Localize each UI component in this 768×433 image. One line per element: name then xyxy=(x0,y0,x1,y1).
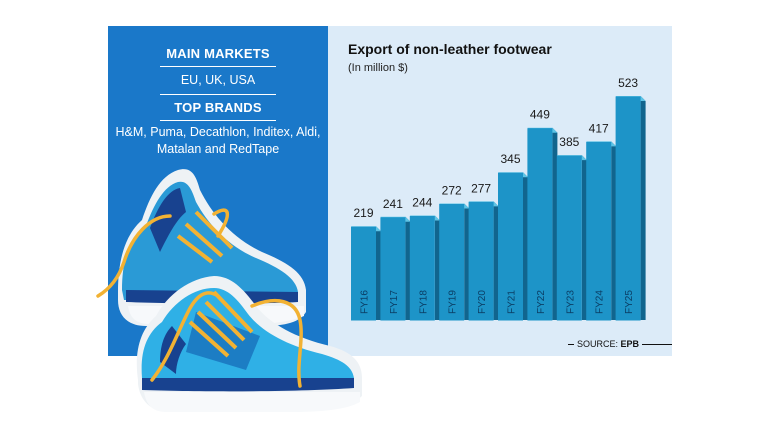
bar xyxy=(556,155,582,321)
divider xyxy=(160,66,276,67)
bar-side xyxy=(464,203,470,320)
bar xyxy=(468,201,494,321)
front-shoe-icon xyxy=(136,276,362,412)
sneakers-illustration xyxy=(96,169,362,412)
bar-value-label: 523 xyxy=(618,76,638,90)
category-label: FY23 xyxy=(565,290,576,314)
bar xyxy=(527,128,553,321)
bar-fy17: 241 FY17 xyxy=(380,197,411,321)
bar-value-label: 219 xyxy=(353,206,373,220)
chart-subtitle: (In million $) xyxy=(348,62,408,74)
bar-value-label: 417 xyxy=(589,121,609,135)
bar-value-label: 241 xyxy=(383,197,403,211)
bar-side xyxy=(640,96,646,320)
bar-side xyxy=(434,215,440,320)
bar-fy24: 417 FY24 xyxy=(586,121,617,321)
bar-value-label: 345 xyxy=(500,152,520,166)
category-label: FY20 xyxy=(477,290,488,314)
bar-fy23: 385 FY23 xyxy=(556,135,587,321)
bar-side xyxy=(581,155,587,320)
bar-fy18: 244 FY18 xyxy=(409,195,440,321)
bar-side xyxy=(611,141,617,320)
bar-fy21: 345 FY21 xyxy=(498,152,528,321)
category-label: FY16 xyxy=(360,290,371,314)
source-value: EPB xyxy=(620,339,640,349)
category-label: FY18 xyxy=(418,290,429,314)
category-label: FY25 xyxy=(624,290,635,314)
divider xyxy=(160,120,276,121)
bar-value-label: 449 xyxy=(530,108,550,122)
bar-value-label: 244 xyxy=(412,195,432,209)
chart-title: Export of non-leather footwear xyxy=(348,41,552,57)
bar xyxy=(615,96,641,321)
brands-heading: TOP BRANDS xyxy=(174,100,262,115)
bar xyxy=(586,141,612,321)
category-label: FY24 xyxy=(595,290,606,314)
category-label: FY22 xyxy=(536,290,547,314)
info-block: MAIN MARKETS EU, UK, USA TOP BRANDS H&M,… xyxy=(108,44,328,158)
category-label: FY21 xyxy=(507,290,518,314)
bar-fy22: 449 FY22 xyxy=(527,108,558,321)
bar-side xyxy=(405,216,411,320)
markets-text: EU, UK, USA xyxy=(180,73,256,87)
markets-heading: MAIN MARKETS xyxy=(166,46,270,61)
bar-side xyxy=(493,201,499,320)
source-label: SOURCE: xyxy=(577,339,619,349)
bar-fy16: 219 FY16 xyxy=(351,206,381,321)
bar xyxy=(380,217,406,321)
category-label: FY17 xyxy=(389,290,400,314)
brands-text: H&M, Puma, Decathlon, Inditex, Aldi, Mat… xyxy=(115,125,321,156)
bar-fy19: 272 FY19 xyxy=(439,184,470,321)
bar-value-label: 277 xyxy=(471,181,491,195)
bar-fy20: 277 FY20 xyxy=(468,181,499,321)
divider xyxy=(160,94,276,95)
bar xyxy=(409,215,435,321)
bar-side xyxy=(376,226,381,320)
bar-side xyxy=(552,127,558,320)
bar xyxy=(351,226,376,321)
bar-side xyxy=(523,172,528,320)
category-label: FY19 xyxy=(448,290,459,314)
bar xyxy=(498,172,523,321)
bar-value-label: 272 xyxy=(442,184,462,198)
bar-fy25: 523 FY25 xyxy=(615,76,646,321)
source-credit: SOURCE: EPB xyxy=(574,339,643,349)
bar xyxy=(439,204,465,321)
bars: 219 FY16 241 FY17 244 FY18 272 FY19 277 FY20 345 FY… xyxy=(351,76,646,321)
bar-value-label: 385 xyxy=(559,135,579,149)
